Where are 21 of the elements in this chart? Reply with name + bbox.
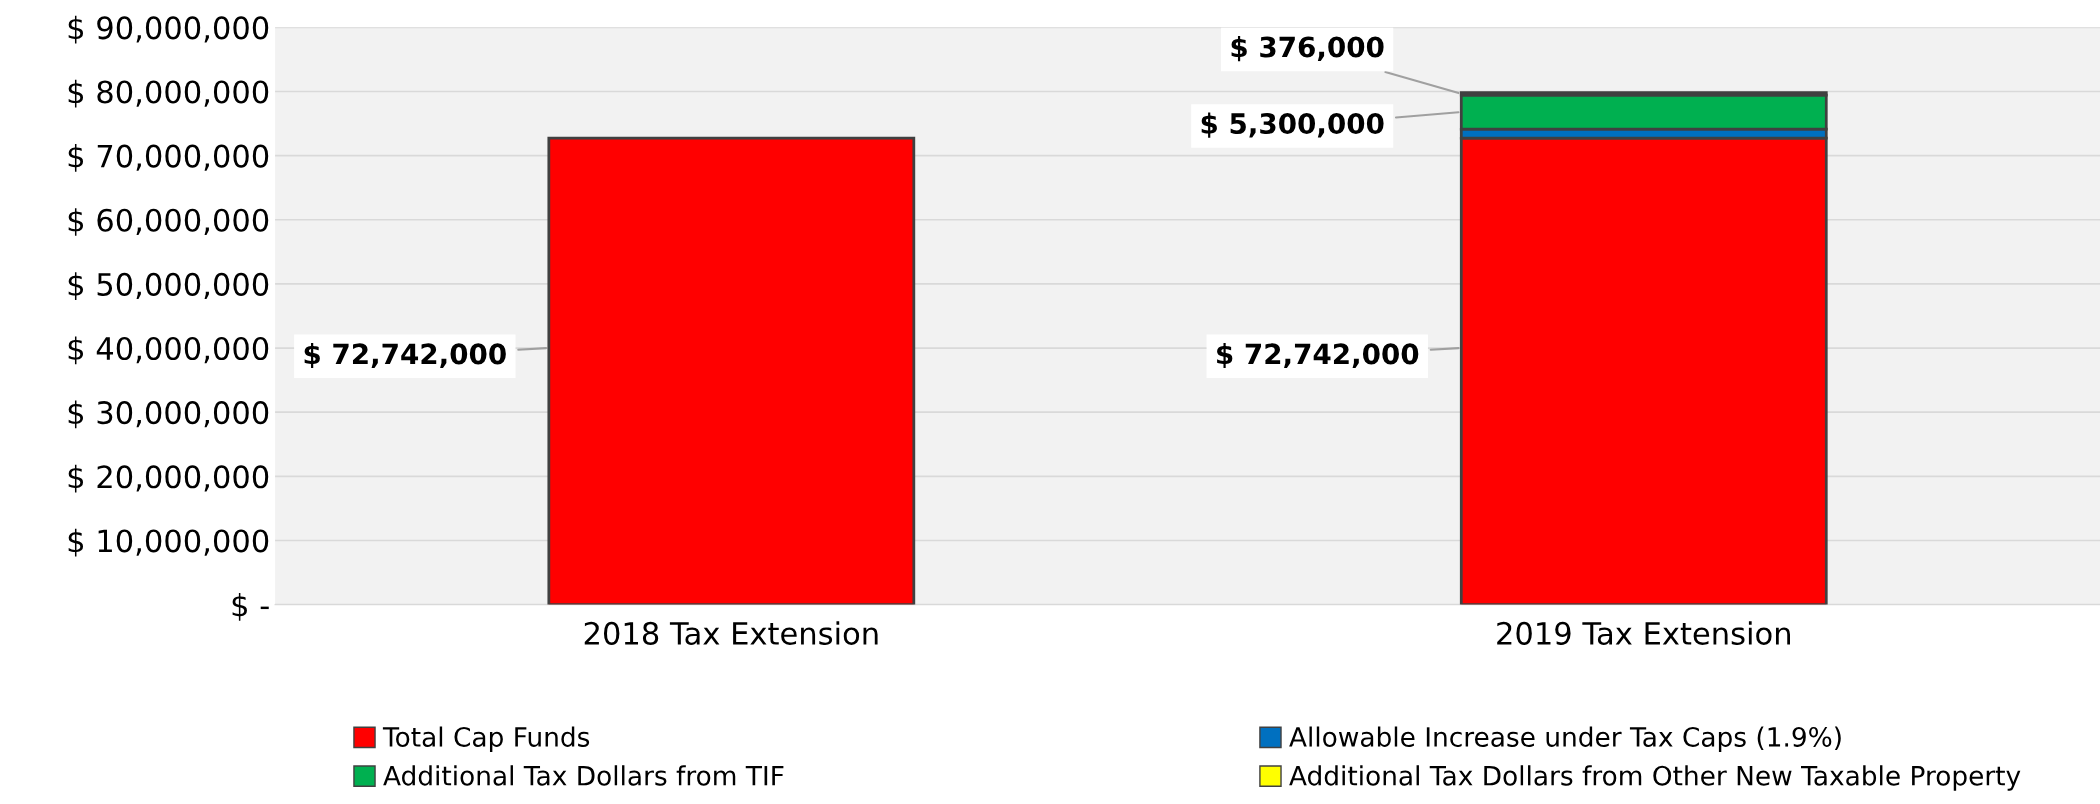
y-tick-label: $ 20,000,000: [68, 464, 269, 493]
bar: [547, 136, 916, 605]
data-label: $ 72,742,000: [1217, 342, 1419, 369]
y-tick-label: $ 60,000,000: [68, 208, 269, 236]
data-label: $ 72,742,000: [304, 342, 506, 369]
y-tick-label: $ 90,000,000: [68, 15, 269, 44]
y-tick-label: $ -: [232, 593, 269, 621]
x-tick-label: 2019 Tax Extension: [1497, 621, 1790, 645]
legend-label: Allowable Increase under Tax Caps (1.9%): [1289, 726, 1841, 753]
y-tick-label: $ 80,000,000: [68, 79, 269, 108]
y-tick-label: $ 70,000,000: [68, 144, 269, 172]
y-tick-label: $ 50,000,000: [68, 272, 269, 300]
legend-label: Additional Tax Dollars from Other New Taxable Property: [1289, 765, 2021, 791]
data-label: $ 376,000: [1231, 35, 1384, 62]
y-tick-label: $ 30,000,000: [68, 400, 269, 429]
legend-label: Total Cap Funds: [382, 726, 590, 753]
legend-label: Additional Tax Dollars from TIF: [383, 765, 784, 786]
y-tick-label: $ 10,000,000: [68, 528, 269, 557]
data-label: $ 5,300,000: [1201, 112, 1384, 138]
y-tick-label: $ 40,000,000: [68, 336, 269, 365]
x-tick-label: 2018 Tax Extension: [584, 621, 878, 645]
